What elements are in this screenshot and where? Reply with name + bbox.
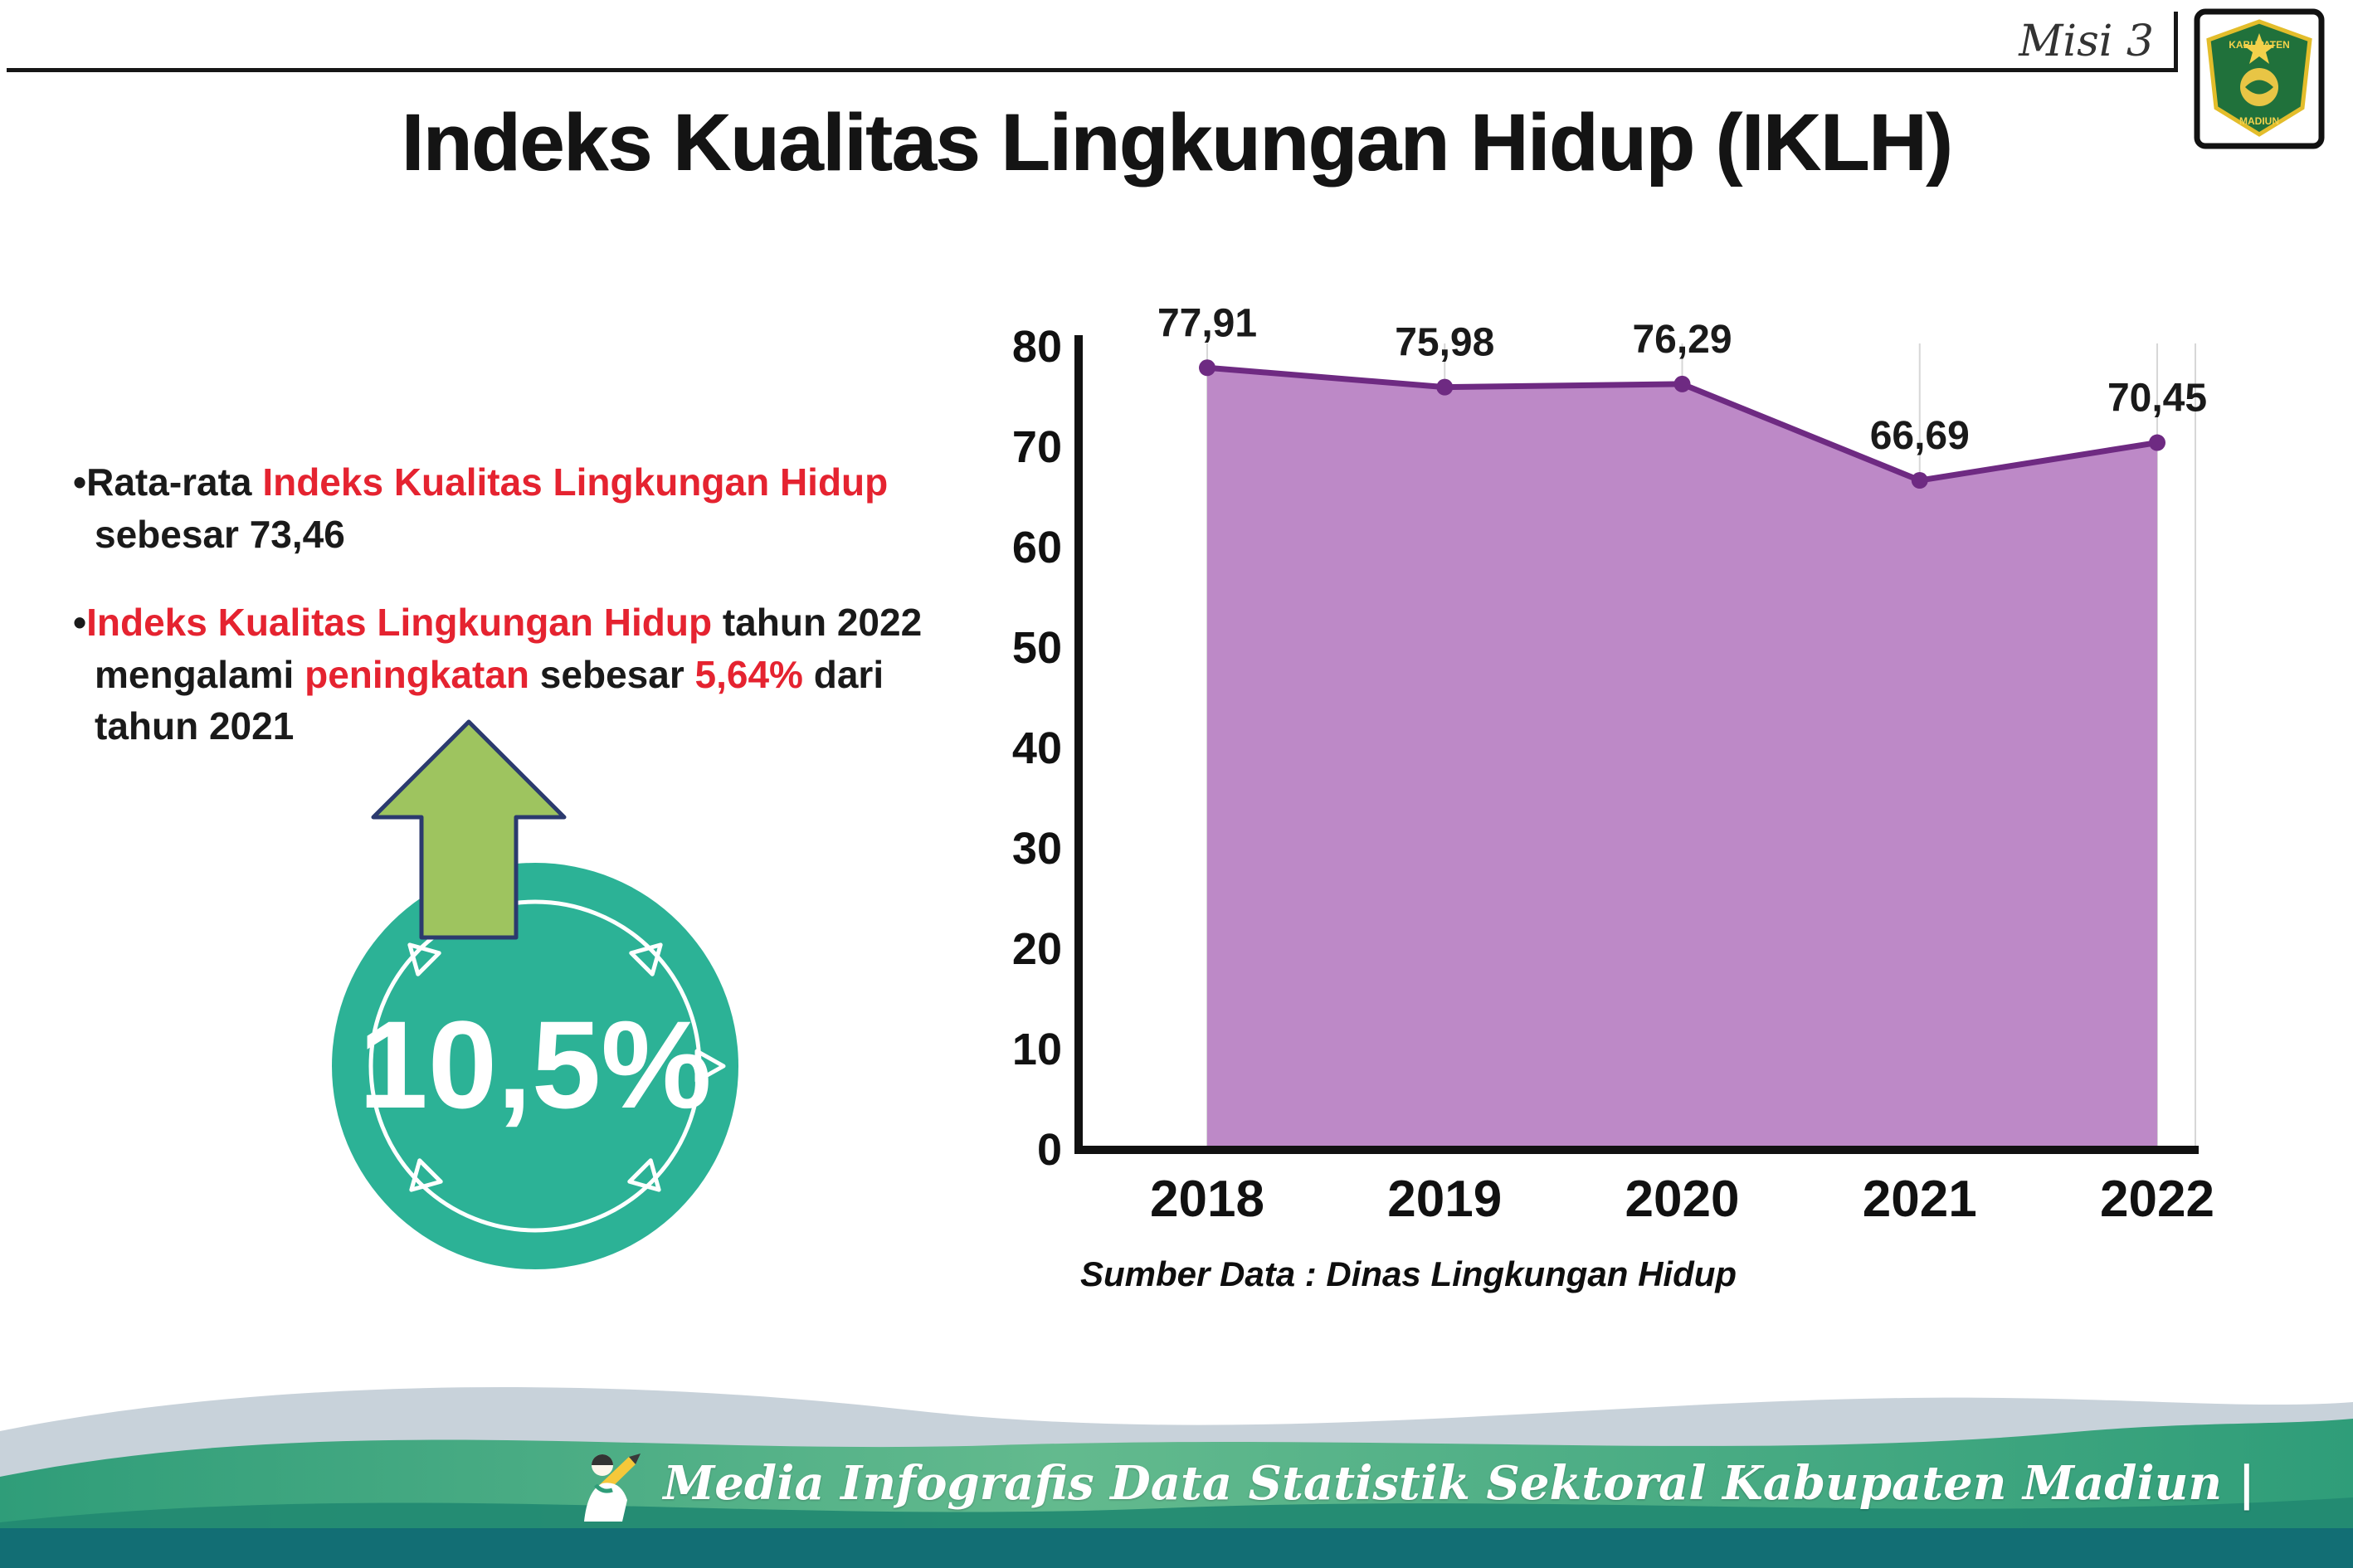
bullet-segment: sebesar: [529, 652, 695, 696]
misi-label: Misi 3: [2019, 17, 2154, 66]
svg-text:70,45: 70,45: [2107, 377, 2207, 421]
bullet-segment: sebesar 73,46: [95, 512, 345, 556]
kabupaten-madiun-logo: KABUPATEN MADIUN: [2194, 8, 2325, 149]
bullet-segment-highlight: Indeks Kualitas Lingkungan Hidup: [86, 601, 713, 645]
footer-caption-text: Media Infografis Data Statistik Sektoral…: [663, 1456, 2255, 1511]
svg-text:60: 60: [1012, 523, 1062, 572]
bullet-marker: •: [73, 601, 87, 645]
summary-bullets: •Rata-rata Indeks Kualitas Lingkungan Hi…: [73, 456, 928, 752]
svg-text:2021: 2021: [1863, 1171, 1977, 1228]
writer-mascot-icon: [584, 1454, 641, 1522]
bullet-segment-highlight: 5,64%: [694, 652, 803, 696]
percentage-badge: 10,5%: [299, 709, 780, 1307]
bullet-segment: dari tahun 2021: [95, 652, 884, 748]
top-divider: [7, 68, 2174, 72]
bullet-item-increase: •Indeks Kualitas Lingkungan Hidup tahun …: [73, 597, 928, 752]
footer-caption: Media Infografis Data Statistik Sektoral…: [570, 1442, 2255, 1525]
iklh-area-chart: 77,91 75,98 76,29 66,69 70,45 0 10 20 30 40 50 60 70…: [1012, 295, 2224, 1249]
badge-ring: [368, 899, 702, 1233]
svg-text:40: 40: [1012, 723, 1062, 773]
svg-text:77,91: 77,91: [1157, 301, 1257, 345]
svg-text:2019: 2019: [1387, 1171, 1502, 1228]
data-source-note: Sumber Data : Dinas Lingkungan Hidup: [1080, 1254, 1737, 1293]
top-divider-corner: [2174, 12, 2178, 72]
bullet-marker: •: [73, 460, 87, 504]
logo-text-bottom: MADIUN: [2239, 115, 2279, 127]
svg-text:0: 0: [1037, 1125, 1062, 1175]
bullet-item-average: •Rata-rata Indeks Kualitas Lingkungan Hi…: [73, 456, 928, 560]
svg-text:66,69: 66,69: [1870, 414, 1970, 458]
svg-text:70: 70: [1012, 422, 1062, 472]
bullet-segment: tahun 2022 mengalami: [95, 601, 923, 696]
svg-text:80: 80: [1012, 322, 1062, 372]
svg-text:20: 20: [1012, 924, 1062, 974]
svg-text:30: 30: [1012, 824, 1062, 874]
percentage-badge-graphic: 10,5%: [332, 719, 738, 1269]
badge-circle: [332, 863, 738, 1269]
svg-text:2022: 2022: [2100, 1171, 2214, 1228]
svg-text:10: 10: [1012, 1025, 1062, 1074]
emblem-icon: KABUPATEN MADIUN: [2194, 8, 2325, 149]
logo-text-top: KABUPATEN: [2229, 39, 2290, 51]
svg-text:75,98: 75,98: [1395, 321, 1494, 365]
svg-text:2020: 2020: [1625, 1171, 1740, 1228]
bullet-segment-highlight: Indeks Kualitas Lingkungan Hidup: [262, 460, 889, 504]
chart-canvas: 77,91 75,98 76,29 66,69 70,45 0 10 20 30 40 50 60 70…: [1012, 301, 2214, 1228]
bullet-segment: Rata-rata: [86, 460, 263, 504]
page-title: Indeks Kualitas Lingkungan Hidup (IKLH): [401, 97, 1953, 187]
badge-value: 10,5%: [358, 995, 711, 1134]
svg-text:2018: 2018: [1150, 1171, 1264, 1228]
arrow-up-icon: [371, 719, 567, 940]
badge-ring-ticks: [407, 942, 726, 1192]
bullet-segment-highlight: peningkatan: [304, 652, 530, 696]
svg-text:50: 50: [1012, 623, 1062, 673]
svg-text:76,29: 76,29: [1632, 318, 1732, 362]
